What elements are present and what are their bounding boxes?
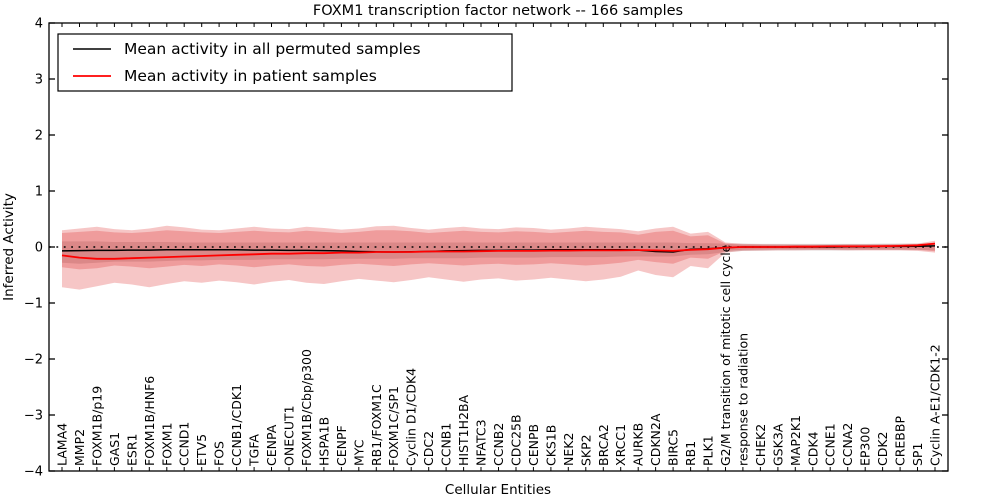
x-tick-label: FOS <box>212 441 227 466</box>
x-tick-label: CCNB1/CDK1 <box>229 384 244 466</box>
x-tick-label: Cyclin D1/CDK4 <box>404 368 419 466</box>
x-tick-label: GAS1 <box>107 432 122 466</box>
x-tick-label: FOXM1 <box>159 422 174 466</box>
x-tick-label: ONECUT1 <box>282 405 297 466</box>
x-tick-label: CCNB2 <box>491 423 506 466</box>
x-tick-label: NFATC3 <box>474 419 489 466</box>
legend-label-permuted: Mean activity in all permuted samples <box>124 40 421 58</box>
y-tick-label: 4 <box>35 17 43 32</box>
x-tick-label: GSK3A <box>770 423 785 466</box>
x-tick-label: MAP2K1 <box>788 415 803 466</box>
y-tick-label: 3 <box>35 73 43 88</box>
x-tick-label: XRCC1 <box>613 424 628 466</box>
y-tick-label: −4 <box>24 465 43 480</box>
x-tick-label: CCNA2 <box>840 423 855 466</box>
x-tick-label: CCND1 <box>177 422 192 466</box>
x-tick-label: CENPF <box>334 425 349 466</box>
x-tick-label: FOXM1B/HNF6 <box>142 376 157 466</box>
x-tick-label: SP1 <box>910 443 925 466</box>
confidence-bands <box>62 225 935 290</box>
y-tick-label: −2 <box>24 353 43 368</box>
axis-ticks <box>49 22 948 472</box>
x-tick-label: CCNB1 <box>439 423 454 466</box>
x-tick-label: MYC <box>351 439 366 466</box>
series-lines <box>61 242 936 260</box>
x-tick-label: BRCA2 <box>596 424 611 466</box>
legend-box <box>57 33 513 92</box>
y-tick-label: 0 <box>35 241 43 256</box>
x-tick-label: CCNE1 <box>823 423 838 466</box>
x-tick-label: SKP2 <box>578 434 593 466</box>
x-tick-label: NEK2 <box>561 433 576 466</box>
x-tick-label: G2/M transition of mitotic cell cycle <box>718 244 733 466</box>
x-tick-label: CKS1B <box>543 425 558 466</box>
x-tick-label: response to radiation <box>735 333 750 466</box>
plot-frame <box>48 22 949 472</box>
x-tick-label: CENPA <box>264 424 279 466</box>
x-axis-label: Cellular Entities <box>445 482 551 498</box>
x-tick-label: PLK1 <box>701 435 716 466</box>
y-tick-label: −3 <box>24 409 43 424</box>
x-tick-label: EP300 <box>858 427 873 466</box>
y-tick-label: 1 <box>35 185 43 200</box>
chart-title: FOXM1 transcription factor network -- 16… <box>313 3 683 19</box>
legend-label-patient: Mean activity in patient samples <box>124 67 377 85</box>
x-tick-label: FOXM1B/p19 <box>89 386 104 466</box>
x-tick-label: RB1 <box>683 441 698 466</box>
x-tick-label: MMP2 <box>72 429 87 466</box>
legend: Mean activity in all permuted samples Me… <box>57 33 513 92</box>
x-tick-label: AURKB <box>631 423 646 466</box>
x-tick-labels: LAMA4 MMP2 FOXM1B/p19 GAS1 ESR1 FOXM1B/HNF6 FO… <box>55 244 943 467</box>
x-tick-label: CDK2 <box>875 431 890 466</box>
x-tick-label: LAMA4 <box>55 423 70 466</box>
x-tick-label: Cyclin A-E1/CDK1-2 <box>928 344 943 466</box>
y-axis-label: Inferred Activity <box>1 193 17 301</box>
x-tick-label: CDC25B <box>509 414 524 466</box>
patient-outer-band <box>62 225 935 290</box>
x-tick-label: BIRC5 <box>666 429 681 466</box>
x-tick-label: CREBBP <box>893 416 908 466</box>
x-tick-label: RB1/FOXM1C <box>369 384 384 466</box>
x-tick-label: FOXM1B/Cbp/p300 <box>299 349 314 466</box>
x-tick-label: ESR1 <box>124 434 139 466</box>
x-tick-label: HIST1H2BA <box>456 394 471 466</box>
x-tick-label: TGFA <box>247 434 262 467</box>
y-tick-label: 2 <box>35 129 43 144</box>
x-tick-label: CDK4 <box>805 431 820 466</box>
x-tick-label: ETV5 <box>194 434 209 466</box>
x-tick-label: CENPB <box>526 424 541 466</box>
x-tick-label: HSPA1B <box>316 417 331 466</box>
x-tick-label: CHEK2 <box>753 424 768 466</box>
x-tick-label: FOXM1C/SP1 <box>386 386 401 466</box>
x-tick-label: CDKN2A <box>648 413 663 466</box>
y-tick-label: −1 <box>24 297 43 312</box>
y-tick-labels: −4 −3 −2 −1 0 1 2 3 4 <box>24 17 43 480</box>
x-tick-label: CDC2 <box>421 431 436 466</box>
series-line-1 <box>61 242 936 260</box>
